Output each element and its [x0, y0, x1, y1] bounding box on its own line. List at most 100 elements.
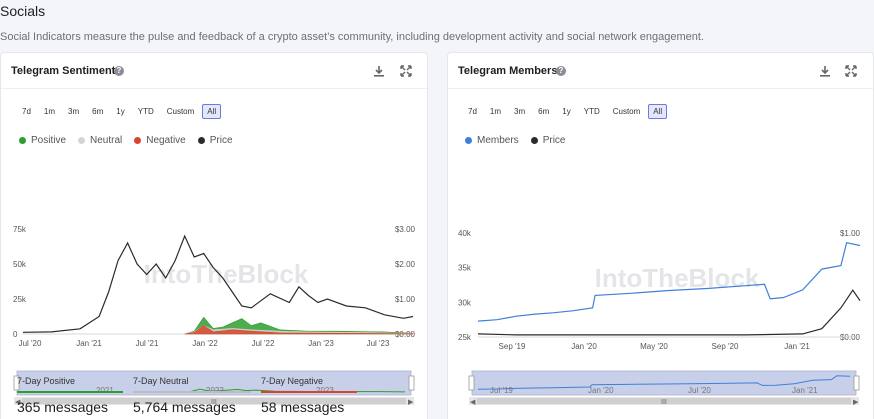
range-button-all[interactable]: All [202, 104, 222, 119]
expand-icon[interactable] [844, 64, 858, 78]
stat-7-day-positive: 7-Day Positive 365 messages [17, 376, 123, 415]
y-axis-tick-label: 40k [458, 229, 472, 238]
range-button-6m[interactable]: 6m [87, 104, 109, 119]
navigator-label: Jan '21 [792, 386, 818, 395]
y-axis-tick-label: $3.00 [395, 225, 416, 234]
legend-marker [465, 137, 472, 144]
navigator-label: Jul '19 [490, 386, 513, 395]
navigator-handle-right[interactable] [408, 375, 415, 391]
sentiment-chart: IntoTheBlock75k50k25k0$3.00$2.00$1.00$0.… [13, 225, 416, 405]
range-button-ytd[interactable]: YTD [132, 104, 159, 119]
stats-row: 7-Day Positive 365 messages 7-Day Neutral 5… [17, 376, 357, 415]
x-axis-tick-label: Jan '21 [76, 339, 102, 348]
legend-label: Price [542, 135, 566, 146]
range-button-7d[interactable]: 7d [463, 104, 482, 119]
telegram-sentiment-card: Telegram Sentiment ? 7d 1m 3m 6m 1y YTD Custom… [0, 52, 428, 419]
stat-label: 7-Day Negative [261, 376, 357, 393]
scroll-left-icon[interactable]: ◀ [15, 399, 21, 405]
navigator-handle-right[interactable] [853, 375, 860, 391]
y-axis-tick-label: $1.00 [840, 229, 861, 238]
range-button-1m[interactable]: 1m [484, 104, 507, 119]
navigator-label: 2021 [96, 386, 114, 395]
x-axis-tick-label: Jul '21 [136, 339, 159, 348]
legend-item-negative[interactable]: Negative [134, 135, 186, 146]
scrollbar-thumb[interactable] [22, 398, 406, 404]
x-axis-tick-label: Sep '19 [499, 342, 526, 351]
telegram-members-card: Telegram Members ? 7d 1m 3m 6m 1y YTD Custom Al… [447, 52, 874, 419]
series-price-line [22, 234, 414, 333]
card-header: Telegram Sentiment ? [1, 53, 427, 89]
y-axis-tick-label: 25k [13, 295, 27, 304]
y-axis-tick-label: 0 [13, 330, 18, 339]
stat-label: 7-Day Neutral [133, 376, 251, 393]
legend-item-neutral[interactable]: Neutral [78, 135, 122, 146]
legend-marker [19, 137, 26, 144]
stat-value: 365 messages [17, 399, 109, 415]
legend-item-price[interactable]: Price [530, 135, 566, 146]
section-description: Social Indicators measure the pulse and … [0, 31, 704, 43]
x-axis-tick-label: Jul '20 [19, 339, 42, 348]
navigator-label: Jan '20 [588, 386, 614, 395]
card-title: Telegram Members [458, 65, 558, 77]
scroll-left-icon[interactable]: ◀ [470, 399, 476, 405]
x-axis-tick-label: May '20 [640, 342, 668, 351]
x-axis-tick-label: Jan '20 [571, 342, 597, 351]
range-button-3m[interactable]: 3m [63, 104, 85, 119]
scroll-grip-icon[interactable]: III [661, 399, 667, 405]
legend-label: Members [477, 135, 519, 146]
expand-icon[interactable] [399, 64, 413, 78]
range-button-1y[interactable]: 1y [557, 104, 576, 119]
range-button-custom[interactable]: Custom [607, 104, 646, 119]
stat-7-day-negative: 7-Day Negative 58 messages [261, 376, 357, 415]
range-button-1m[interactable]: 1m [38, 104, 61, 119]
scrollbar-thumb[interactable] [477, 398, 851, 404]
download-icon[interactable] [818, 64, 832, 78]
range-selector: 7d 1m 3m 6m 1y YTD Custom All [17, 104, 222, 119]
legend-label: Price [209, 135, 233, 146]
range-button-ytd[interactable]: YTD [578, 104, 605, 119]
legend-item-price[interactable]: Price [197, 135, 233, 146]
chart-legend: Positive Neutral Negative Price [19, 135, 233, 146]
x-axis-tick-label: Jan '21 [784, 342, 810, 351]
range-selector: 7d 1m 3m 6m 1y YTD Custom All [463, 104, 668, 119]
navigator-handle-left[interactable] [13, 375, 20, 391]
legend-item-positive[interactable]: Positive [19, 135, 66, 146]
legend-marker [197, 137, 205, 144]
series-price-line [477, 289, 861, 336]
download-icon[interactable] [372, 64, 386, 78]
range-button-7d[interactable]: 7d [17, 104, 36, 119]
scroll-grip-icon[interactable]: III [211, 399, 217, 405]
scroll-right-icon[interactable]: ▶ [853, 399, 859, 405]
legend-item-members[interactable]: Members [465, 135, 519, 146]
card-header: Telegram Members ? [448, 53, 873, 89]
range-button-custom[interactable]: Custom [161, 104, 200, 119]
navigator-label: 2022 [206, 386, 224, 395]
y-axis-tick-label: 35k [458, 264, 472, 273]
help-icon[interactable]: ? [114, 66, 124, 76]
scroll-right-icon[interactable]: ▶ [408, 399, 414, 405]
legend-marker [134, 137, 142, 144]
y-axis-tick-label: $1.00 [395, 295, 416, 304]
x-axis-tick-label: Jul '22 [252, 339, 275, 348]
section-title: Socials [0, 3, 46, 19]
x-axis-tick-label: Jan '22 [192, 339, 218, 348]
legend-marker [78, 137, 86, 144]
navigator-window[interactable] [471, 370, 857, 396]
members-chart: IntoTheBlock 40k 35k 30k 25k $1.00 $0.00 Sep '1… [458, 229, 861, 405]
stat-7-day-neutral: 7-Day Neutral 5,764 messages [133, 376, 251, 415]
y-axis-tick-label: $2.00 [395, 260, 416, 269]
help-icon[interactable]: ? [556, 66, 566, 76]
navigator-handle-left[interactable] [468, 375, 475, 391]
range-button-all[interactable]: All [648, 104, 668, 119]
range-button-1y[interactable]: 1y [111, 104, 130, 119]
watermark-logo: IntoTheBlock [595, 263, 760, 293]
series-members-line [477, 241, 861, 322]
legend-label: Negative [146, 135, 186, 146]
range-button-6m[interactable]: 6m [533, 104, 555, 119]
series-negative-area [184, 325, 414, 335]
range-button-3m[interactable]: 3m [509, 104, 531, 119]
y-axis-tick-label: 25k [458, 333, 472, 342]
legend-label: Positive [31, 135, 67, 146]
y-axis-tick-label: $0.00 [840, 333, 861, 342]
chart-legend: Members Price [465, 135, 565, 146]
